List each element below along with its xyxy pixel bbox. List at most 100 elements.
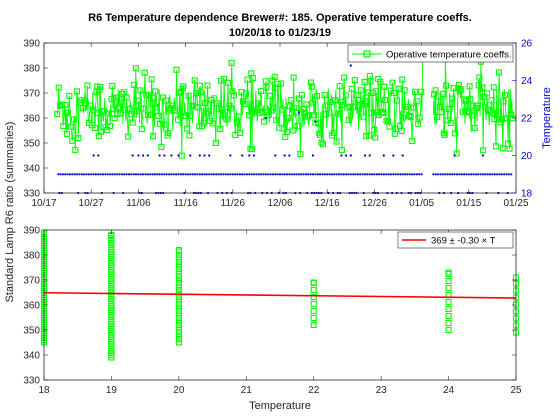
scatter-point	[175, 339, 182, 346]
series-operative-coeffs-marker	[288, 96, 295, 104]
series-operative-coeffs-marker	[283, 128, 290, 135]
bottom-x-tick-label: 22	[308, 385, 320, 396]
series-operative-coeffs-marker	[443, 82, 450, 89]
temperature-point	[146, 173, 149, 176]
temperature-point	[342, 173, 345, 176]
temperature-point	[175, 173, 178, 176]
temperature-point	[144, 173, 147, 176]
scatter-point	[445, 312, 452, 320]
temperature-point	[276, 173, 279, 176]
scatter-point	[175, 311, 182, 318]
temperature-point	[222, 173, 225, 176]
series-operative-coeffs-marker	[330, 129, 337, 137]
temperature-point	[238, 173, 241, 176]
scatter-point	[175, 262, 182, 269]
scatter-point	[445, 326, 452, 334]
temperature-point	[134, 173, 138, 176]
scatter-point	[310, 307, 317, 315]
series-operative-coeffs-marker	[298, 91, 305, 99]
series-operative-coeffs-marker	[205, 108, 212, 115]
temperature-point	[101, 173, 105, 176]
series-operative-coeffs-marker	[75, 135, 82, 142]
series-operative-coeffs-marker	[141, 69, 148, 76]
series-operative-coeffs-marker	[336, 83, 343, 90]
temperature-point	[262, 173, 265, 176]
series-operative-coeffs-marker	[277, 80, 284, 87]
temperature-point	[99, 173, 102, 176]
series-operative-coeffs-marker	[194, 104, 201, 111]
scatter-point	[445, 298, 452, 306]
series-operative-coeffs-marker	[501, 91, 509, 99]
temperature-point	[130, 173, 133, 176]
series-operative-coeffs-marker	[354, 97, 361, 104]
temperature-point	[75, 173, 79, 176]
temperature-point	[460, 173, 463, 176]
scatter-point	[310, 279, 317, 286]
temperature-point	[198, 173, 201, 176]
bottom-plot-area	[44, 230, 516, 380]
temperature-point	[250, 173, 253, 176]
temperature-point	[349, 173, 352, 176]
temperature-point	[224, 173, 227, 176]
series-operative-coeffs-marker	[66, 92, 73, 99]
temperature-point	[394, 173, 397, 176]
temperature-point	[229, 154, 232, 157]
scatter-point	[445, 269, 452, 276]
temperature-point	[311, 154, 315, 157]
series-operative-coeffs-marker	[125, 133, 132, 140]
top-y-right-tick-label: 22	[521, 114, 533, 125]
series-operative-coeffs-marker	[285, 114, 292, 121]
temperature-point	[356, 173, 359, 176]
temperature-point	[441, 173, 444, 176]
series-operative-coeffs-marker	[58, 101, 65, 108]
scatter-column-22	[310, 279, 317, 329]
series-operative-coeffs-marker	[69, 137, 76, 144]
temperature-point	[68, 173, 72, 176]
temperature-point	[385, 173, 388, 176]
top-legend-box	[347, 44, 514, 63]
series-operative-coeffs-marker	[380, 109, 387, 116]
series-operative-coeffs-marker	[415, 120, 422, 127]
temperature-point	[366, 173, 369, 176]
series-operative-coeffs-marker	[401, 87, 408, 94]
scatter-column-20	[175, 246, 182, 346]
temperature-point	[467, 173, 470, 176]
temperature-point	[321, 173, 324, 176]
series-operative-coeffs-marker	[148, 76, 155, 83]
top-ticks: 10/17 10/27 11/06 11/16 11/26 12/06 12/16 12/26…	[23, 39, 532, 210]
scatter-point	[310, 321, 317, 329]
top-y-right-tick-label: 20	[521, 151, 533, 162]
series-operative-coeffs-marker	[398, 127, 405, 134]
temperature-point	[297, 173, 300, 176]
series-operative-coeffs-marker	[350, 104, 357, 111]
series-operative-coeffs-marker	[452, 130, 459, 137]
temperature-point	[172, 173, 175, 176]
series-operative-coeffs-marker	[245, 112, 253, 119]
series-operative-coeffs-marker	[471, 124, 478, 131]
series-operative-coeffs-marker	[367, 78, 374, 85]
temperature-point	[500, 173, 503, 176]
scatter-point	[175, 332, 182, 339]
temperature-point	[193, 173, 197, 176]
top-x-tick-label: 11/16	[173, 198, 198, 209]
series-operative-coeffs-marker	[289, 127, 296, 134]
temperature-point	[142, 173, 145, 176]
series-operative-coeffs-marker	[360, 113, 367, 120]
bottom-x-tick-label: 19	[106, 385, 118, 396]
series-operative-coeffs-marker	[241, 100, 248, 108]
temperature-point	[477, 173, 480, 176]
bottom-x-tick-label: 24	[443, 385, 455, 396]
series-operative-coeffs-marker	[202, 100, 209, 107]
bottom-y-tick-label: 340	[23, 351, 40, 362]
temperature-point	[481, 154, 485, 157]
series-operative-coeffs-marker	[64, 109, 71, 116]
series-operative-coeffs-marker	[87, 102, 94, 109]
temperature-point	[131, 154, 134, 157]
series-operative-coeffs-marker	[152, 88, 159, 95]
temperature-point	[337, 173, 341, 176]
series-operative-coeffs-marker	[267, 92, 274, 99]
scatter-point	[175, 246, 182, 254]
series-operative-coeffs-marker	[309, 99, 316, 106]
temperature-point	[503, 173, 506, 176]
